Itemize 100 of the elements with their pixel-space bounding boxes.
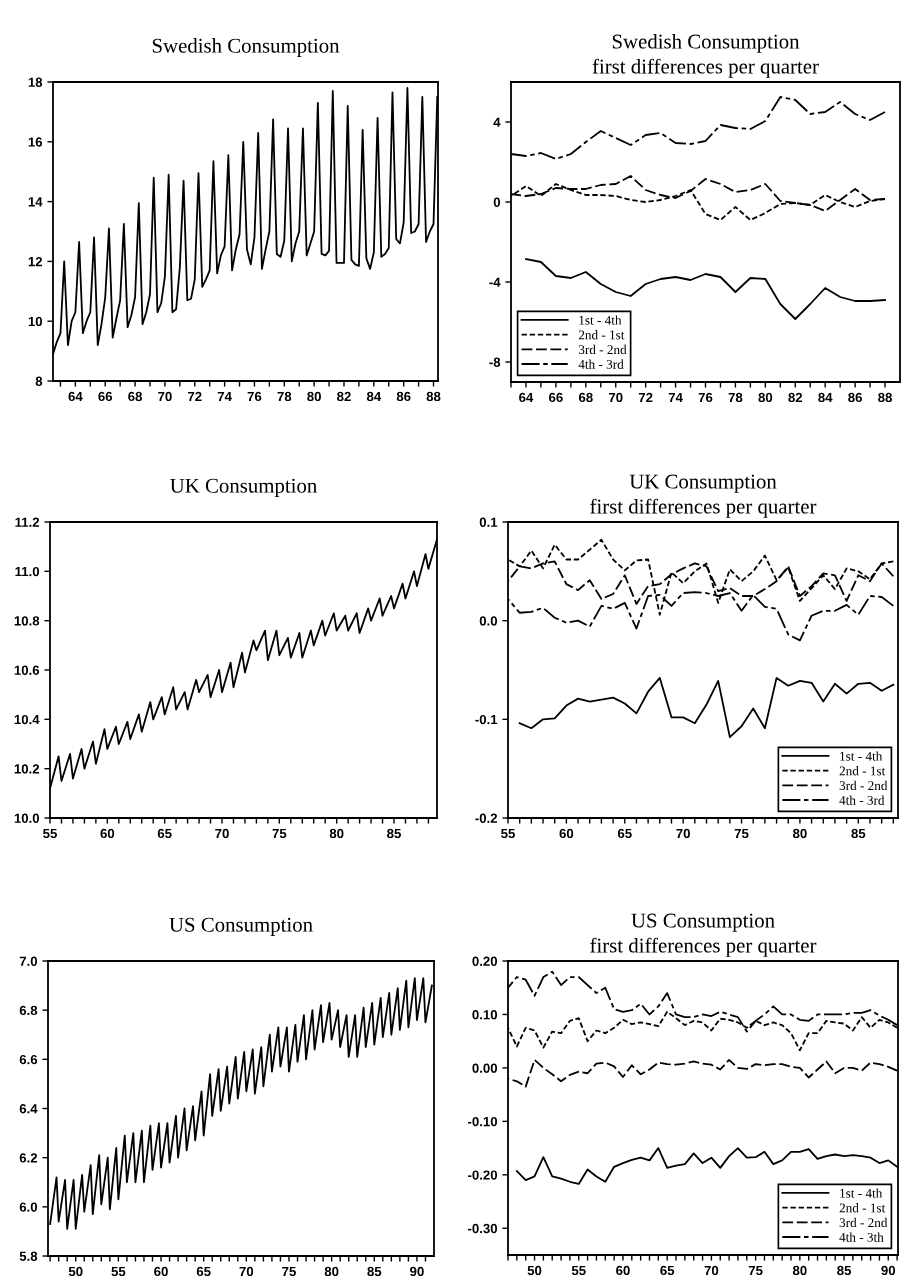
x-tick-label: 84 — [818, 392, 833, 403]
x-tick-label: 88 — [426, 391, 441, 402]
y-tick-label: 6.0 — [19, 1202, 38, 1212]
x-tick-label: 70 — [215, 828, 229, 839]
y-tick-label: 6.2 — [19, 1153, 38, 1163]
chart-title: US Consumption — [169, 917, 313, 936]
x-tick-label: 85 — [387, 828, 401, 839]
legend-label: 3rd - 2nd — [839, 1217, 888, 1228]
y-tick-label: -4 — [489, 277, 501, 287]
y-tick-label: 6.4 — [19, 1104, 38, 1114]
x-tick-label: 75 — [734, 828, 749, 839]
y-tick-label: 11.2 — [15, 517, 40, 527]
x-tick-label: 50 — [527, 1265, 542, 1276]
x-tick-label: 66 — [549, 392, 563, 403]
y-tick-label: -0.20 — [468, 1170, 498, 1180]
legend-label: 4th - 3rd — [839, 795, 885, 805]
x-tick-label: 80 — [329, 828, 344, 839]
legend-label: 3rd - 2nd — [839, 780, 888, 791]
y-tick-label: 0 — [493, 197, 501, 207]
x-tick-label: 55 — [111, 1266, 126, 1277]
y-tick-label: 18 — [28, 77, 43, 87]
y-tick-label: -0.30 — [468, 1223, 498, 1234]
y-tick-label: 16 — [28, 137, 43, 147]
y-tick-label: 0.1 — [479, 517, 498, 527]
x-tick-label: 60 — [616, 1265, 630, 1276]
x-tick-label: 65 — [617, 828, 632, 839]
x-tick-label: 50 — [68, 1266, 83, 1277]
y-tick-label: -0.2 — [475, 813, 498, 823]
x-tick-label: 55 — [501, 828, 515, 839]
y-tick-label: -8 — [489, 357, 501, 367]
x-tick-label: 70 — [608, 392, 623, 403]
x-tick-label: 72 — [187, 391, 202, 401]
x-tick-label: 60 — [154, 1266, 168, 1277]
x-tick-label: 75 — [282, 1266, 296, 1277]
x-tick-label: 85 — [851, 828, 866, 839]
y-tick-label: 14 — [28, 197, 43, 207]
y-tick-label: 0.0 — [479, 616, 498, 626]
legend-label: 2nd - 1st — [839, 766, 886, 776]
x-tick-label: 80 — [324, 1266, 339, 1277]
x-tick-label: 90 — [410, 1266, 424, 1277]
x-tick-label: 68 — [578, 392, 593, 403]
x-tick-label: 88 — [878, 392, 892, 403]
x-tick-label: 74 — [217, 391, 232, 401]
y-tick-label: 0.00 — [472, 1063, 498, 1073]
chart-title: UK Consumption — [170, 478, 317, 497]
legend-label: 2nd - 1st — [839, 1203, 886, 1213]
x-tick-label: 84 — [366, 391, 382, 402]
y-tick-label: 10 — [28, 316, 43, 327]
x-tick-label: 85 — [837, 1265, 852, 1276]
chart-title: US Consumption — [631, 913, 775, 932]
legend-label: 4th - 3th — [839, 1232, 884, 1242]
x-tick-label: 65 — [157, 828, 172, 839]
chart-subtitle: first differences per quarter — [590, 937, 817, 957]
y-tick-label: 10.6 — [14, 665, 40, 675]
x-tick-label: 70 — [239, 1266, 254, 1277]
chart-subtitle: first differences per quarter — [592, 58, 819, 78]
y-tick-label: 7.0 — [19, 956, 38, 966]
x-tick-label: 80 — [758, 392, 773, 403]
x-tick-label: 65 — [660, 1265, 675, 1276]
x-tick-label: 70 — [676, 828, 690, 839]
y-tick-label: 6.6 — [19, 1054, 38, 1065]
legend-label: 1st - 4th — [840, 751, 883, 761]
y-tick-label: 10.2 — [14, 764, 40, 774]
y-tick-label: 0.10 — [472, 1010, 498, 1020]
legend-label: 1st - 4th — [840, 1188, 883, 1198]
x-tick-label: 68 — [128, 391, 143, 402]
y-tick-label: -0.10 — [468, 1116, 498, 1127]
x-tick-label: 78 — [277, 391, 292, 402]
x-tick-label: 60 — [559, 828, 574, 839]
x-tick-label: 76 — [698, 392, 713, 403]
legend-label: 4th - 3rd — [578, 359, 624, 369]
chart-title: UK Consumption — [629, 474, 777, 493]
x-tick-label: 70 — [704, 1265, 719, 1276]
x-tick-label: 64 — [519, 392, 534, 403]
x-tick-label: 74 — [668, 392, 683, 402]
x-tick-label: 86 — [396, 391, 411, 402]
x-tick-label: 80 — [793, 828, 807, 839]
x-tick-label: 78 — [728, 392, 743, 403]
x-tick-label: 66 — [98, 391, 113, 402]
y-tick-label: 4 — [493, 117, 501, 127]
x-tick-label: 55 — [571, 1265, 586, 1276]
x-tick-label: 80 — [307, 391, 321, 402]
y-tick-label: 10.4 — [14, 714, 40, 725]
y-tick-label: 12 — [28, 256, 43, 267]
x-tick-label: 82 — [337, 391, 351, 402]
chart-subtitle: first differences per quarter — [590, 498, 817, 518]
x-tick-label: 60 — [100, 828, 115, 839]
y-tick-label: 8 — [35, 376, 43, 386]
y-tick-label: 6.8 — [19, 1005, 38, 1016]
x-tick-label: 72 — [638, 392, 653, 402]
x-tick-label: 55 — [43, 828, 57, 839]
x-tick-label: 85 — [367, 1266, 382, 1277]
y-tick-label: 10.8 — [14, 616, 40, 626]
x-tick-label: 82 — [788, 392, 803, 403]
legend-label: 3rd - 2nd — [578, 344, 627, 355]
y-tick-label: 5.8 — [19, 1251, 38, 1261]
legend-label: 1st - 4th — [579, 315, 622, 325]
x-tick-label: 75 — [748, 1265, 763, 1276]
x-tick-label: 75 — [272, 828, 287, 839]
chart-title: Swedish Consumption — [152, 38, 340, 57]
